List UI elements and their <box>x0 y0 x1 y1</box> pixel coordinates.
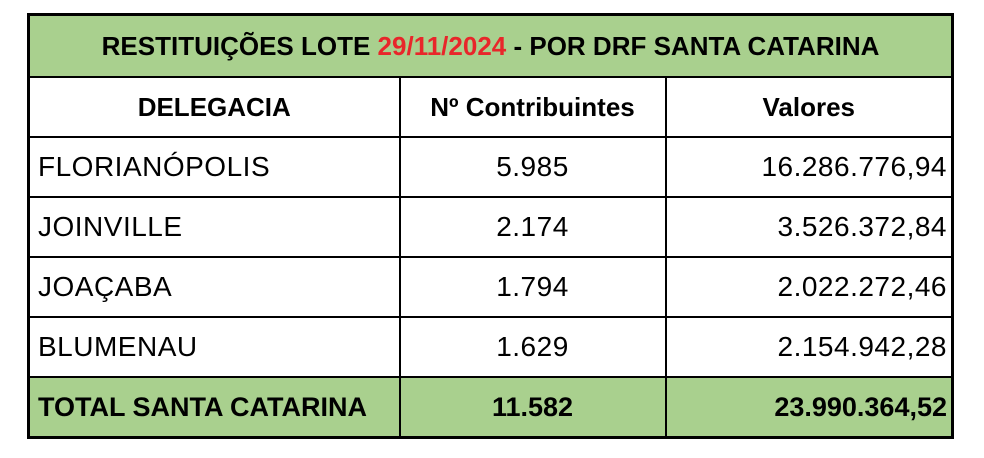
table-row: JOINVILLE 2.174 3.526.372,84 <box>27 196 954 258</box>
total-contribuintes: 11.582 <box>398 376 667 439</box>
cell-delegacia: BLUMENAU <box>27 316 401 378</box>
title-suffix: - POR DRF SANTA CATARINA <box>506 30 880 61</box>
table-row: BLUMENAU 1.629 2.154.942,28 <box>27 316 954 378</box>
cell-contribuintes: 2.174 <box>398 196 667 258</box>
cell-valores: 2.154.942,28 <box>664 316 954 378</box>
cell-contribuintes: 1.629 <box>398 316 667 378</box>
table-row: JOAÇABA 1.794 2.022.272,46 <box>27 256 954 318</box>
cell-valores: 16.286.776,94 <box>664 136 954 198</box>
title-prefix: RESTITUIÇÕES LOTE <box>101 30 378 61</box>
cell-delegacia: JOINVILLE <box>27 196 401 258</box>
cell-contribuintes: 5.985 <box>398 136 667 198</box>
total-valores: 23.990.364,52 <box>664 376 954 439</box>
cell-contribuintes: 1.794 <box>398 256 667 318</box>
header-contribuintes: Nº Contribuintes <box>398 76 667 138</box>
cell-delegacia: FLORIANÓPOLIS <box>27 136 401 198</box>
header-valores: Valores <box>664 76 954 138</box>
cell-valores: 3.526.372,84 <box>664 196 954 258</box>
header-delegacia: DELEGACIA <box>27 76 401 138</box>
table-row: FLORIANÓPOLIS 5.985 16.286.776,94 <box>27 136 954 198</box>
cell-delegacia: JOAÇABA <box>27 256 401 318</box>
total-label: TOTAL SANTA CATARINA <box>27 376 401 439</box>
restitution-table-container: RESTITUIÇÕES LOTE 29/11/2024 - POR DRF S… <box>27 13 954 439</box>
table-title: RESTITUIÇÕES LOTE 29/11/2024 - POR DRF S… <box>27 13 954 78</box>
table-header-row: DELEGACIA Nº Contribuintes Valores <box>27 76 954 138</box>
cell-valores: 2.022.272,46 <box>664 256 954 318</box>
restitution-table: RESTITUIÇÕES LOTE 29/11/2024 - POR DRF S… <box>27 13 954 439</box>
table-title-row: RESTITUIÇÕES LOTE 29/11/2024 - POR DRF S… <box>27 13 954 78</box>
title-date: 29/11/2024 <box>377 30 507 61</box>
table-total-row: TOTAL SANTA CATARINA 11.582 23.990.364,5… <box>27 376 954 439</box>
